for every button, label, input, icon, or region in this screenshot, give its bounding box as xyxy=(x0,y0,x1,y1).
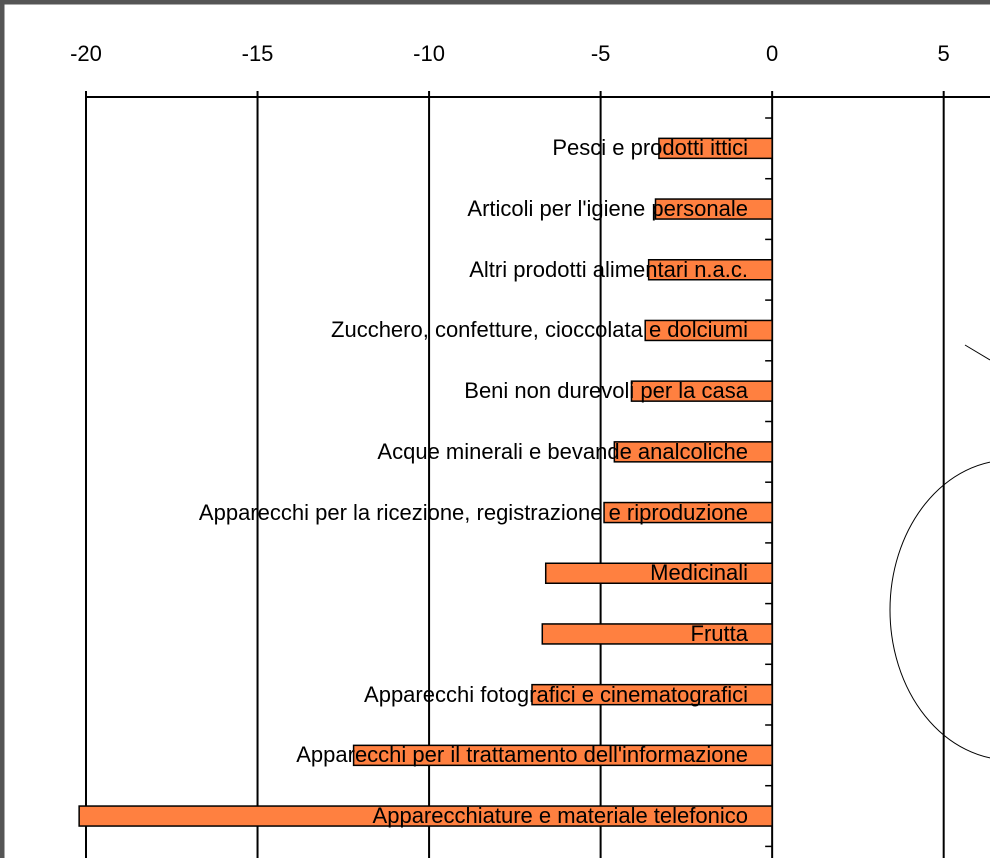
x-tick-label: -15 xyxy=(242,41,274,66)
category-label: Apparecchi fotografici e cinematografici xyxy=(364,681,748,707)
x-tick-label: -20 xyxy=(70,41,102,66)
bar xyxy=(630,380,773,402)
bar xyxy=(352,744,773,767)
bar xyxy=(613,441,773,463)
bar xyxy=(644,319,773,342)
category-label: Apparecchi per il trattamento dell'infor… xyxy=(296,742,748,768)
x-tick-label: 5 xyxy=(938,41,950,66)
category-label: Apparecchiature e materiale telefonico xyxy=(372,803,748,829)
category-label: Pesci e prodotti ittici xyxy=(552,135,748,161)
callout-shape xyxy=(889,461,990,759)
bar xyxy=(658,137,773,160)
x-tick-label: -10 xyxy=(413,41,445,66)
bar xyxy=(603,501,773,524)
category-label: Apparecchi per la ricezione, registrazio… xyxy=(198,499,748,525)
callout-pointer xyxy=(964,344,990,361)
category-label: Beni non durevoli per la casa xyxy=(464,378,748,404)
category-label: Zucchero, confetture, cioccolata e dolci… xyxy=(331,317,748,343)
category-label: Frutta xyxy=(690,620,748,646)
bar xyxy=(541,623,773,645)
category-label: Articoli per l'igiene personale xyxy=(467,196,748,222)
category-label: Acque minerali e bevande analcoliche xyxy=(377,438,748,464)
category-label: Altri prodotti alimentari n.a.c. xyxy=(469,256,748,282)
bar xyxy=(654,198,773,220)
bar xyxy=(544,562,773,584)
x-tick-label: 0 xyxy=(766,41,778,66)
bar xyxy=(78,805,773,827)
x-tick-label: -5 xyxy=(591,41,611,66)
bar xyxy=(531,683,773,706)
category-label: Medicinali xyxy=(650,560,748,586)
bar xyxy=(647,259,773,281)
